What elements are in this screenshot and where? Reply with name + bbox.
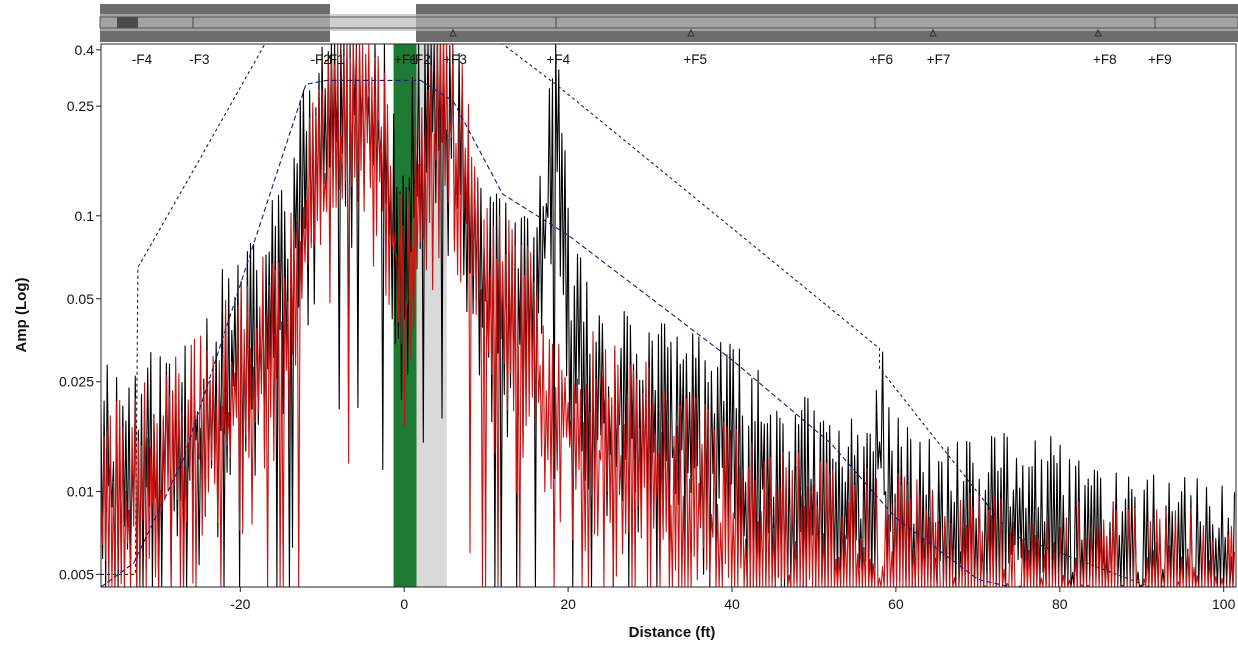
y-tick-label: 0.01	[67, 483, 94, 499]
y-tick-label: 0.025	[59, 374, 94, 390]
fixture-markers: -F4 -F3 -F2-F1 +F1+F2 +F3 +F4 +F5 +F6 +F7 +F8 +F9	[132, 52, 1172, 67]
x-tick-label: 100	[1212, 596, 1236, 612]
data-series-1	[101, 44, 1236, 587]
marker-label: +F2	[407, 52, 431, 67]
x-tick-label: 40	[724, 596, 740, 612]
marker-label: +F5	[683, 52, 707, 67]
data-series-0	[101, 44, 1236, 587]
strip-thumb	[117, 17, 138, 28]
x-tick-label: -20	[230, 596, 250, 612]
marker-label: +F4	[546, 52, 570, 67]
marker-label: -F3	[189, 52, 209, 67]
y-tick-label: 0.1	[75, 208, 95, 224]
envelope-inner-limit	[101, 79, 1011, 587]
marker-label: -F2	[310, 52, 330, 67]
y-axis-title: Amp (Log)	[13, 278, 30, 353]
envelope-outer-limit	[101, 44, 1151, 587]
marker-label: -F4	[132, 52, 153, 67]
marker-label: -F1	[324, 52, 344, 67]
marker-label: +F1	[394, 52, 418, 67]
x-axis-title: Distance (ft)	[629, 624, 716, 641]
marker-label: +F7	[927, 52, 951, 67]
marker-label: +F6	[869, 52, 893, 67]
x-tick-label: 0	[400, 596, 408, 612]
overview-strip[interactable]	[99, 4, 1238, 45]
marker-label: +F9	[1148, 52, 1172, 67]
marker-label: +F8	[1093, 52, 1117, 67]
x-tick-label: 80	[1052, 596, 1068, 612]
x-tick-label: 60	[888, 596, 904, 612]
axes: -20 0 20 40 60 80 100 0.005 0.01 0.025 0.05 0.1 0.25…	[59, 42, 1237, 612]
y-tick-label: 0.4	[75, 42, 95, 58]
y-tick-label: 0.05	[67, 291, 94, 307]
marker-label: +F3	[443, 52, 467, 67]
y-tick-label: 0.005	[59, 566, 94, 582]
plot-area	[101, 44, 1236, 587]
plot-frame	[100, 43, 1237, 588]
x-tick-label: 20	[560, 596, 576, 612]
y-tick-label: 0.25	[67, 98, 94, 114]
